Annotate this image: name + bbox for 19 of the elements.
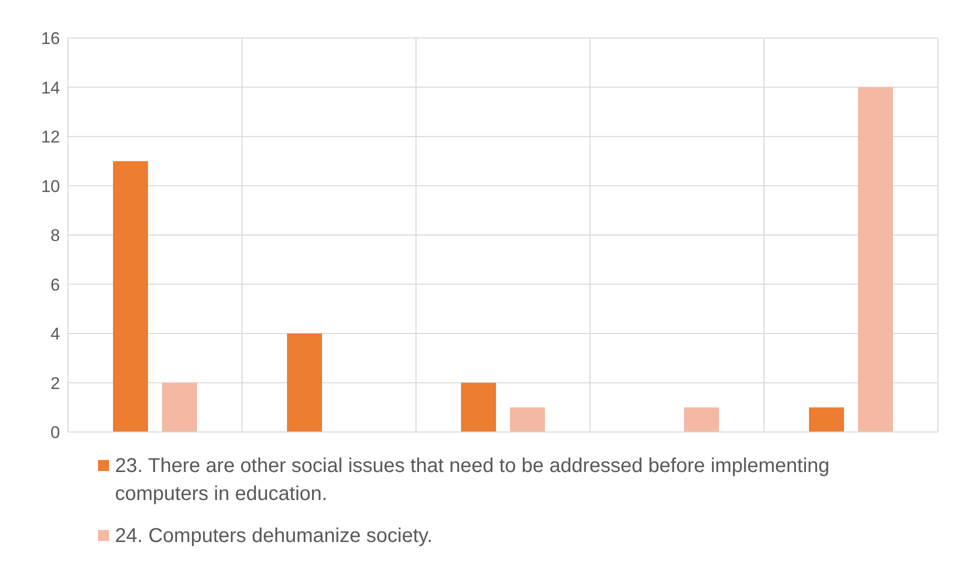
bar <box>162 382 197 432</box>
y-tick-label: 2 <box>50 374 60 393</box>
bar <box>461 382 496 432</box>
y-tick-label: 10 <box>41 176 60 196</box>
bar <box>113 161 148 432</box>
y-tick-label: 6 <box>50 275 60 294</box>
legend-label: 23. There are other social issues that need to be addressed before implementing computers in education. <box>115 454 831 507</box>
bar <box>858 87 893 432</box>
bar <box>809 407 844 432</box>
y-tick-label: 8 <box>50 226 60 246</box>
y-tick-label: 12 <box>41 128 60 147</box>
y-tick-label: 0 <box>50 423 60 442</box>
y-tick-label: 14 <box>41 78 60 98</box>
bar <box>510 407 545 432</box>
bar <box>684 407 719 432</box>
bar <box>287 334 322 432</box>
y-tick-label: 16 <box>41 29 60 48</box>
legend-label: 24. Computers dehumanize society. <box>115 524 433 549</box>
y-tick-label: 4 <box>50 324 60 344</box>
